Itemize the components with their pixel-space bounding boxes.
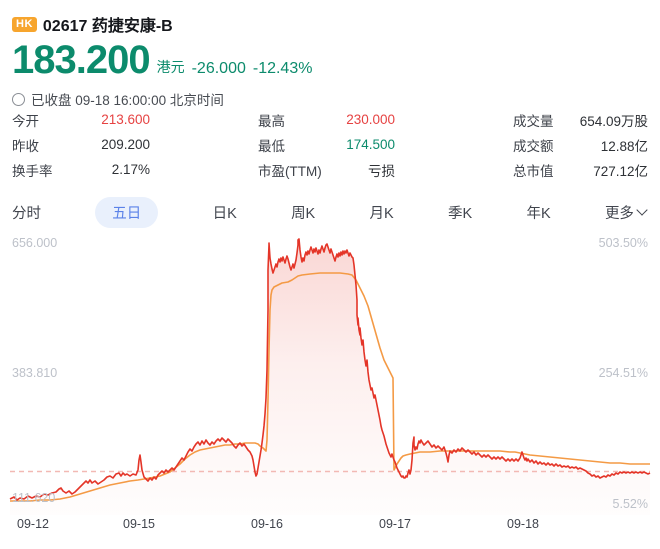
x-axis-label-0917: 09-17 — [379, 517, 411, 531]
stat-turnover-rate: 换手率 2.17% — [12, 162, 150, 179]
price-chart-canvas[interactable] — [0, 230, 660, 549]
currency-label: 港元 — [156, 59, 185, 75]
price-line — [9, 238, 651, 501]
stat-volume: 成交量 654.09万股 — [513, 113, 648, 129]
status-text: 已收盘 09-18 16:00:00 北京时间 — [31, 93, 224, 108]
stat-pe-ttm: 市盈(TTM) 亏损 — [258, 163, 395, 179]
five-day-chart[interactable]: 656.000 383.810 111.620 503.50% 254.51% … — [0, 230, 660, 549]
stats-column-3: 成交量 654.09万股 成交额 12.88亿 总市值 727.12亿 — [513, 107, 648, 182]
price-change-percent: -12.43% — [252, 60, 313, 77]
y-axis-label-mid-left: 383.810 — [12, 366, 58, 380]
status-circle-icon — [12, 92, 25, 106]
tab-weekly-k[interactable]: 周K — [291, 205, 316, 222]
price-row: 183.200 港元 -26.000 -12.43% — [12, 40, 312, 80]
x-axis-label-0912: 09-12 — [17, 517, 49, 531]
stock-title: 02617 药捷安康-B — [42, 18, 173, 35]
stat-low: 最低 174.500 — [258, 137, 395, 154]
tab-five-day[interactable]: 五日 — [95, 196, 159, 228]
chevron-down-icon — [636, 204, 648, 216]
x-axis-label-0918: 09-18 — [507, 517, 539, 531]
y-axis-label-mid-right: 254.51% — [598, 366, 648, 380]
x-axis-label-0915: 09-15 — [123, 517, 155, 531]
period-tabs: 分时 五日 日K 周K 月K 季K 年K 更多 — [12, 196, 648, 228]
tab-quarterly-k[interactable]: 季K — [448, 205, 473, 222]
stock-header: HK 02617 药捷安康-B — [12, 12, 173, 36]
price-change: -26.000 — [191, 60, 246, 77]
tab-more[interactable]: 更多 — [605, 202, 648, 223]
y-axis-label-bottom-left: 111.620 — [12, 491, 56, 505]
tab-minute[interactable]: 分时 — [12, 205, 41, 222]
y-axis-label-bottom-right: 5.52% — [612, 497, 648, 511]
y-axis-label-top-left: 656.000 — [12, 236, 58, 250]
market-badge: HK — [12, 16, 37, 32]
stat-market-cap: 总市值 727.12亿 — [513, 163, 648, 179]
stat-prev-close: 昨收 209.200 — [12, 137, 150, 154]
stats-column-2: 最高 230.000 最低 174.500 市盈(TTM) 亏损 — [258, 107, 395, 182]
stat-open: 今开 213.600 — [12, 112, 150, 129]
market-status: 已收盘 09-18 16:00:00 北京时间 — [12, 89, 224, 109]
price-area-fill — [10, 239, 650, 515]
tab-yearly-k[interactable]: 年K — [526, 205, 551, 222]
stat-amount: 成交额 12.88亿 — [513, 138, 648, 154]
y-axis-label-top-right: 503.50% — [598, 236, 648, 250]
stats-column-1: 今开 213.600 昨收 209.200 换手率 2.17% — [12, 107, 150, 182]
average-price-line — [10, 272, 650, 502]
current-price: 183.200 — [12, 38, 151, 82]
tab-daily-k[interactable]: 日K — [212, 205, 237, 222]
stat-high: 最高 230.000 — [258, 112, 395, 129]
tab-monthly-k[interactable]: 月K — [369, 205, 394, 222]
x-axis-label-0916: 09-16 — [251, 517, 283, 531]
